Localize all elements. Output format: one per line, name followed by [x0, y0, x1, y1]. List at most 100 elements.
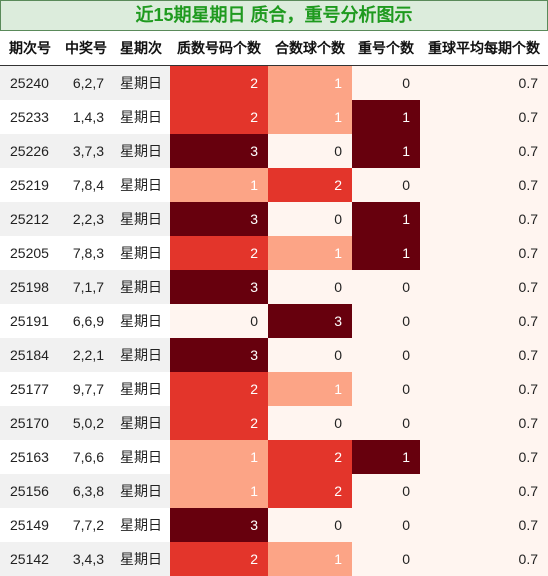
avg-repeat-cell: 0.7	[420, 236, 548, 270]
number-cell: 6,6,9	[60, 304, 112, 338]
avg-repeat-cell: 0.7	[420, 134, 548, 168]
issue-cell: 25156	[0, 474, 60, 508]
number-cell: 2,2,1	[60, 338, 112, 372]
number-cell: 1,4,3	[60, 100, 112, 134]
issue-cell: 25240	[0, 65, 60, 100]
table-row: 25163 7,6,6 星期日 1 2 1 0.7	[0, 440, 548, 474]
avg-repeat-cell: 0.7	[420, 304, 548, 338]
issue-cell: 25149	[0, 508, 60, 542]
data-table: 期次号 中奖号 星期次 质数号码个数 合数球个数 重号个数 重球平均每期个数 25240 6,…	[0, 31, 548, 576]
repeat-count-cell: 0	[352, 338, 420, 372]
prime-count-cell: 1	[170, 474, 268, 508]
issue-cell: 25219	[0, 168, 60, 202]
col-repeat-header: 重号个数	[352, 31, 420, 66]
prime-count-cell: 3	[170, 508, 268, 542]
issue-cell: 25184	[0, 338, 60, 372]
avg-repeat-cell: 0.7	[420, 474, 548, 508]
weekday-cell: 星期日	[112, 65, 170, 100]
table-row: 25233 1,4,3 星期日 2 1 1 0.7	[0, 100, 548, 134]
table-row: 25149 7,7,2 星期日 3 0 0 0.7	[0, 508, 548, 542]
number-cell: 7,6,6	[60, 440, 112, 474]
table-row: 25212 2,2,3 星期日 3 0 1 0.7	[0, 202, 548, 236]
weekday-cell: 星期日	[112, 440, 170, 474]
repeat-count-cell: 0	[352, 270, 420, 304]
avg-repeat-cell: 0.7	[420, 202, 548, 236]
composite-count-cell: 0	[268, 202, 352, 236]
avg-repeat-cell: 0.7	[420, 168, 548, 202]
number-cell: 5,0,2	[60, 406, 112, 440]
col-number-header: 中奖号	[60, 31, 112, 66]
composite-count-cell: 0	[268, 508, 352, 542]
number-cell: 7,1,7	[60, 270, 112, 304]
issue-cell: 25170	[0, 406, 60, 440]
prime-count-cell: 2	[170, 236, 268, 270]
number-cell: 7,8,4	[60, 168, 112, 202]
composite-count-cell: 2	[268, 168, 352, 202]
composite-count-cell: 3	[268, 304, 352, 338]
header-row: 期次号 中奖号 星期次 质数号码个数 合数球个数 重号个数 重球平均每期个数	[0, 31, 548, 66]
avg-repeat-cell: 0.7	[420, 65, 548, 100]
weekday-cell: 星期日	[112, 304, 170, 338]
weekday-cell: 星期日	[112, 474, 170, 508]
table-row: 25226 3,7,3 星期日 3 0 1 0.7	[0, 134, 548, 168]
prime-count-cell: 1	[170, 168, 268, 202]
avg-repeat-cell: 0.7	[420, 338, 548, 372]
number-cell: 7,7,2	[60, 508, 112, 542]
prime-count-cell: 2	[170, 100, 268, 134]
table-row: 25219 7,8,4 星期日 1 2 0 0.7	[0, 168, 548, 202]
number-cell: 9,7,7	[60, 372, 112, 406]
issue-cell: 25163	[0, 440, 60, 474]
composite-count-cell: 0	[268, 406, 352, 440]
table-row: 25205 7,8,3 星期日 2 1 1 0.7	[0, 236, 548, 270]
issue-cell: 25233	[0, 100, 60, 134]
prime-count-cell: 3	[170, 338, 268, 372]
avg-repeat-cell: 0.7	[420, 100, 548, 134]
prime-count-cell: 2	[170, 406, 268, 440]
avg-repeat-cell: 0.7	[420, 440, 548, 474]
issue-cell: 25191	[0, 304, 60, 338]
avg-repeat-cell: 0.7	[420, 372, 548, 406]
prime-count-cell: 2	[170, 372, 268, 406]
composite-count-cell: 2	[268, 440, 352, 474]
repeat-count-cell: 1	[352, 440, 420, 474]
table-row: 25240 6,2,7 星期日 2 1 0 0.7	[0, 65, 548, 100]
prime-count-cell: 3	[170, 202, 268, 236]
prime-count-cell: 3	[170, 270, 268, 304]
table-row: 25177 9,7,7 星期日 2 1 0 0.7	[0, 372, 548, 406]
weekday-cell: 星期日	[112, 236, 170, 270]
repeat-count-cell: 0	[352, 304, 420, 338]
composite-count-cell: 1	[268, 100, 352, 134]
table-row: 25198 7,1,7 星期日 3 0 0 0.7	[0, 270, 548, 304]
prime-count-cell: 0	[170, 304, 268, 338]
number-cell: 7,8,3	[60, 236, 112, 270]
issue-cell: 25142	[0, 542, 60, 576]
composite-count-cell: 0	[268, 134, 352, 168]
repeat-count-cell: 0	[352, 168, 420, 202]
repeat-count-cell: 1	[352, 134, 420, 168]
composite-count-cell: 1	[268, 236, 352, 270]
number-cell: 3,4,3	[60, 542, 112, 576]
col-avg-header: 重球平均每期个数	[420, 31, 548, 66]
weekday-cell: 星期日	[112, 270, 170, 304]
repeat-count-cell: 1	[352, 100, 420, 134]
col-issue-header: 期次号	[0, 31, 60, 66]
table-row: 25142 3,4,3 星期日 2 1 0 0.7	[0, 542, 548, 576]
repeat-count-cell: 0	[352, 508, 420, 542]
issue-cell: 25177	[0, 372, 60, 406]
number-cell: 6,3,8	[60, 474, 112, 508]
avg-repeat-cell: 0.7	[420, 508, 548, 542]
avg-repeat-cell: 0.7	[420, 542, 548, 576]
col-weekday-header: 星期次	[112, 31, 170, 66]
prime-count-cell: 3	[170, 134, 268, 168]
issue-cell: 25205	[0, 236, 60, 270]
composite-count-cell: 0	[268, 270, 352, 304]
prime-count-cell: 2	[170, 542, 268, 576]
weekday-cell: 星期日	[112, 134, 170, 168]
repeat-count-cell: 0	[352, 406, 420, 440]
issue-cell: 25198	[0, 270, 60, 304]
composite-count-cell: 1	[268, 65, 352, 100]
table-row: 25184 2,2,1 星期日 3 0 0 0.7	[0, 338, 548, 372]
repeat-count-cell: 0	[352, 65, 420, 100]
weekday-cell: 星期日	[112, 508, 170, 542]
table-row: 25156 6,3,8 星期日 1 2 0 0.7	[0, 474, 548, 508]
